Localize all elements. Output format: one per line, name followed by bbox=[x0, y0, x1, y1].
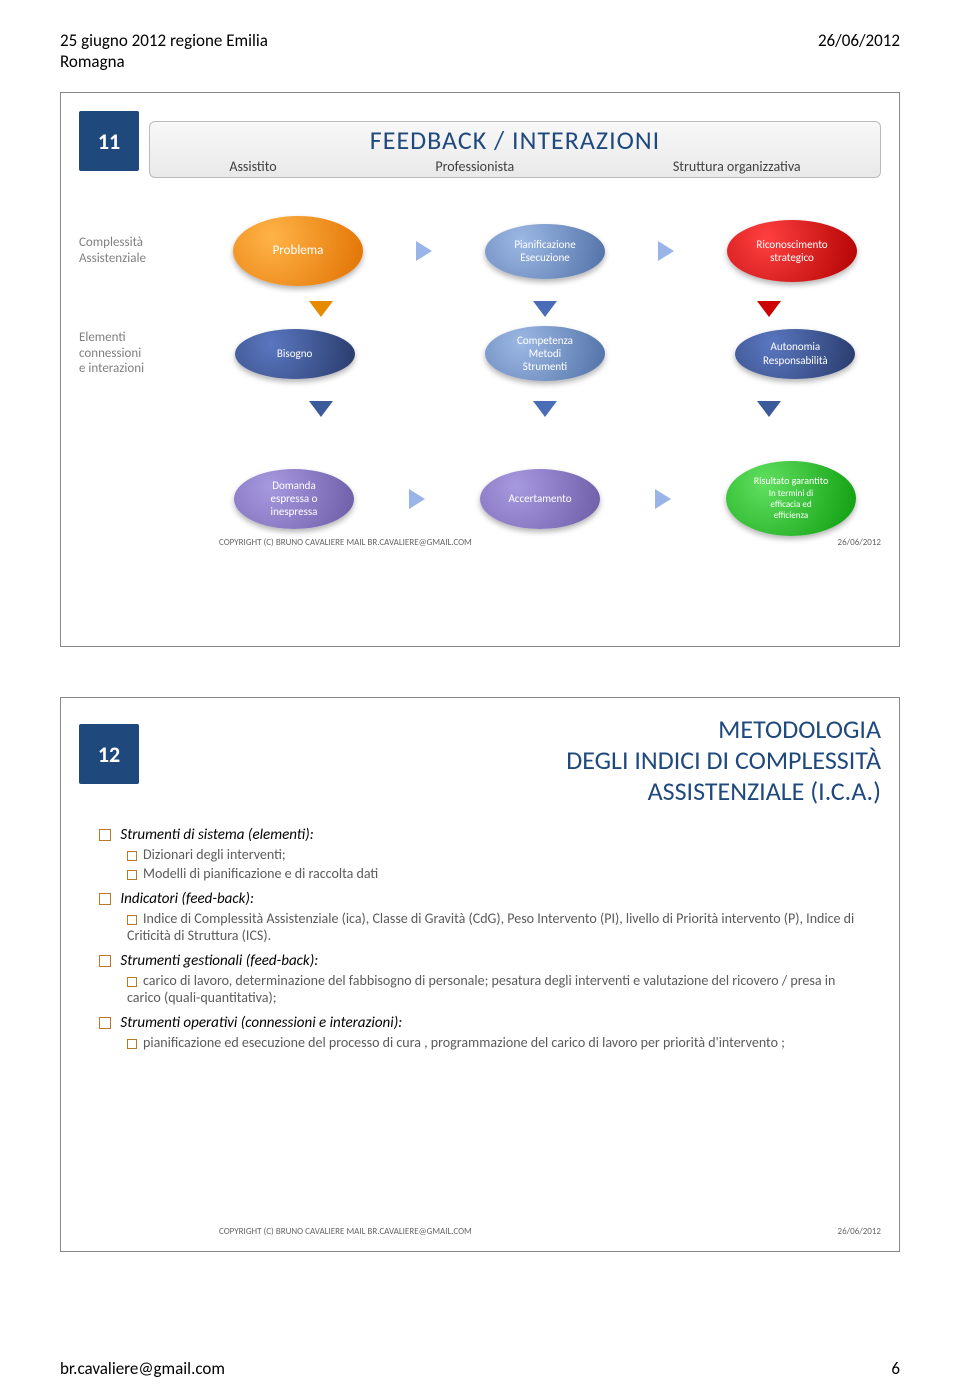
triangle-down-icon bbox=[757, 401, 781, 417]
arrow-icon bbox=[416, 241, 432, 261]
slide-title-bar: FEEDBACK / INTERAZIONI Assistito Profess… bbox=[149, 121, 881, 178]
slide-11: 11 FEEDBACK / INTERAZIONI Assistito Prof… bbox=[60, 92, 900, 647]
tri-row-b bbox=[209, 401, 881, 417]
bullet-icon bbox=[127, 851, 137, 861]
bullet-icon bbox=[99, 1017, 111, 1029]
group1-heading: Strumenti di sistema (elementi): bbox=[120, 826, 313, 844]
header-line2: Romagna bbox=[60, 51, 268, 72]
g2-item1: Indice di Complessità Assistenziale (ica… bbox=[127, 910, 854, 944]
slide1-footer: COPYRIGHT (C) BRUNO CAVALIERE MAIL BR.CA… bbox=[219, 537, 881, 548]
bubble-bisogno: Bisogno bbox=[235, 329, 355, 379]
triangle-down-icon bbox=[757, 301, 781, 317]
bullet-icon bbox=[127, 915, 137, 925]
header-line1: 25 giugno 2012 regione Emilia bbox=[60, 30, 268, 51]
bubble-riconoscimento: Riconoscimento strategico bbox=[727, 220, 857, 282]
arrow-icon bbox=[655, 489, 671, 509]
tri-row-a bbox=[209, 301, 881, 317]
sub-struttura: Struttura organizzativa bbox=[673, 158, 801, 175]
bubble-problema: Problema bbox=[233, 216, 363, 286]
slide2-title: METODOLOGIA DEGLI INDICI DI COMPLESSITÀ … bbox=[149, 714, 881, 808]
group2-heading: Indicatori (feed-back): bbox=[120, 890, 254, 908]
slide2-footer: COPYRIGHT (C) BRUNO CAVALIERE MAIL BR.CA… bbox=[219, 1226, 881, 1237]
bullet-icon bbox=[127, 977, 137, 987]
copyright-text: COPYRIGHT (C) BRUNO CAVALIERE MAIL BR.CA… bbox=[219, 537, 472, 548]
g1-item2: Modelli di pianificazione e di raccolta … bbox=[143, 865, 378, 882]
triangle-down-icon bbox=[533, 301, 557, 317]
page-header: 25 giugno 2012 regione Emilia Romagna 26… bbox=[60, 30, 900, 72]
bubble-accertamento: Accertamento bbox=[480, 469, 600, 529]
triangle-down-icon bbox=[309, 301, 333, 317]
header-date: 26/06/2012 bbox=[818, 30, 900, 72]
bullet-icon bbox=[99, 893, 111, 905]
bubble-competenza: Competenza Metodi Strumenti bbox=[485, 326, 605, 381]
bubble-risultato: Risultato garantito In termini di effica… bbox=[726, 461, 856, 536]
group4-heading: Strumenti operativi (connessioni e inter… bbox=[120, 1014, 402, 1032]
row-complessita: Complessità Assistenziale Problema Piani… bbox=[79, 216, 881, 286]
page-footer: br.cavaliere@gmail.com 6 bbox=[60, 1358, 900, 1379]
slide-title: FEEDBACK / INTERAZIONI bbox=[370, 124, 660, 156]
risultato-sub: In termini di efficacia ed efficienza bbox=[769, 489, 813, 521]
page: 25 giugno 2012 regione Emilia Romagna 26… bbox=[0, 0, 960, 1399]
row-domanda: Domanda espressa o inespressa Accertamen… bbox=[79, 461, 881, 536]
triangle-down-icon bbox=[533, 401, 557, 417]
footer-date: 26/06/2012 bbox=[838, 537, 881, 548]
arrow-icon bbox=[409, 489, 425, 509]
risultato-title: Risultato garantito bbox=[754, 475, 829, 487]
bullet-icon bbox=[99, 955, 111, 967]
g3-item1: carico di lavoro, determinazione del fab… bbox=[127, 972, 835, 1006]
row-label-complessita: Complessità Assistenziale bbox=[79, 235, 209, 266]
row-elementi: Elementi connessioni e interazioni Bisog… bbox=[79, 326, 881, 381]
slide2-body: Strumenti di sistema (elementi): Diziona… bbox=[99, 826, 871, 1059]
slide-12: 12 METODOLOGIA DEGLI INDICI DI COMPLESSI… bbox=[60, 697, 900, 1252]
slide-badge: 12 bbox=[79, 724, 139, 784]
slide-badge: 11 bbox=[79, 111, 139, 171]
group3-heading: Strumenti gestionali (feed-back): bbox=[120, 952, 318, 970]
sub-assistito: Assistito bbox=[229, 158, 276, 175]
footer-email: br.cavaliere@gmail.com bbox=[60, 1358, 225, 1379]
bubble-pianificazione: Pianificazione Esecuzione bbox=[485, 224, 605, 279]
footer-pagenum: 6 bbox=[891, 1358, 900, 1379]
header-left: 25 giugno 2012 regione Emilia Romagna bbox=[60, 30, 268, 72]
title-line3: ASSISTENZIALE (I.C.A.) bbox=[149, 776, 881, 807]
bubble-domanda: Domanda espressa o inespressa bbox=[234, 469, 354, 529]
slide-subheader: Assistito Professionista Struttura organ… bbox=[150, 158, 880, 175]
copyright-text: COPYRIGHT (C) BRUNO CAVALIERE MAIL BR.CA… bbox=[219, 1226, 472, 1237]
g1-item1: Dizionari degli interventi; bbox=[143, 846, 286, 863]
sub-professionista: Professionista bbox=[435, 158, 514, 175]
footer-date: 26/06/2012 bbox=[838, 1226, 881, 1237]
bullet-icon bbox=[127, 1039, 137, 1049]
arrow-icon bbox=[658, 241, 674, 261]
title-line2: DEGLI INDICI DI COMPLESSITÀ bbox=[149, 745, 881, 776]
bullet-icon bbox=[127, 870, 137, 880]
triangle-down-icon bbox=[309, 401, 333, 417]
row-label-elementi: Elementi connessioni e interazioni bbox=[79, 330, 209, 377]
title-line1: METODOLOGIA bbox=[149, 714, 881, 745]
bubble-autonomia: Autonomia Responsabilità bbox=[735, 329, 855, 379]
bullet-icon bbox=[99, 829, 111, 841]
g4-item1: pianificazione ed esecuzione del process… bbox=[143, 1034, 785, 1051]
